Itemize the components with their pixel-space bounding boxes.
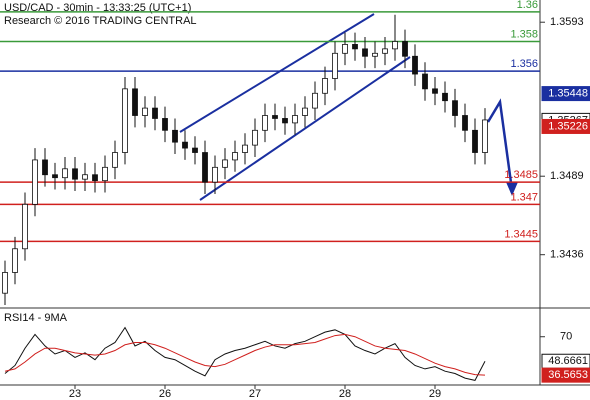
rsi-label: RSI14 - 9MA bbox=[4, 312, 68, 324]
level-label: 1.3445 bbox=[504, 228, 538, 240]
candle-body bbox=[102, 166, 108, 182]
candle-body bbox=[52, 174, 58, 179]
candle-body bbox=[352, 44, 358, 50]
x-tick-label: 29 bbox=[429, 388, 441, 400]
rsi-marker bbox=[541, 367, 590, 383]
candle-body bbox=[242, 144, 248, 153]
candle-body bbox=[222, 159, 228, 168]
forecast-arrowhead bbox=[506, 182, 518, 196]
channel-upper bbox=[179, 13, 375, 133]
candle-body bbox=[452, 100, 458, 116]
candle-body bbox=[12, 248, 18, 273]
candle-body bbox=[432, 88, 438, 94]
candle-body bbox=[312, 92, 318, 109]
candle-body bbox=[192, 147, 198, 153]
x-tick-label: 28 bbox=[339, 388, 351, 400]
candle-body bbox=[152, 107, 158, 119]
candle-body bbox=[442, 92, 448, 102]
candle-body bbox=[382, 48, 388, 54]
x-tick-label: 27 bbox=[249, 388, 261, 400]
candle-body bbox=[162, 118, 168, 131]
level-label: 1.358 bbox=[510, 28, 538, 40]
candle-body bbox=[2, 272, 8, 294]
candle-body bbox=[482, 119, 488, 153]
price-marker bbox=[541, 86, 590, 102]
candle-body bbox=[292, 115, 298, 124]
price-marker-label: 1.35226 bbox=[548, 120, 588, 132]
candle-body bbox=[402, 41, 408, 57]
rsi-line bbox=[4, 326, 486, 381]
rsi-line bbox=[4, 333, 486, 376]
candle-body bbox=[232, 152, 238, 161]
candle-body bbox=[252, 129, 258, 146]
candle-body bbox=[282, 118, 288, 124]
candle-body bbox=[372, 52, 378, 57]
candle-body bbox=[32, 159, 38, 205]
candle-body bbox=[472, 129, 478, 153]
x-tick-label: 26 bbox=[159, 388, 171, 400]
candle-body bbox=[332, 52, 338, 79]
candle-body bbox=[22, 203, 28, 250]
candle-body bbox=[122, 88, 128, 153]
candle-body bbox=[42, 159, 48, 176]
candle-body bbox=[112, 152, 118, 168]
channel-lower bbox=[199, 56, 411, 201]
y-tick-label: 1.3593 bbox=[550, 16, 584, 28]
candle-body bbox=[212, 166, 218, 183]
candle-body bbox=[62, 168, 68, 179]
forecast-arrow bbox=[486, 98, 514, 191]
level-label: 1.3485 bbox=[504, 169, 538, 181]
candle-body bbox=[322, 78, 328, 94]
level-label: 1.347 bbox=[510, 191, 538, 203]
candle-body bbox=[422, 73, 428, 90]
level-label: 1.356 bbox=[510, 58, 538, 70]
rsi-y-tick-label: 70 bbox=[560, 331, 572, 343]
candle-body bbox=[412, 55, 418, 75]
chart-title: USD/CAD - 30min - 13:33:25 (UTC+1) bbox=[4, 2, 191, 14]
price-marker-label: 1.35448 bbox=[548, 87, 588, 99]
candle-body bbox=[262, 115, 268, 131]
candle-body bbox=[342, 44, 348, 54]
candle-body bbox=[462, 115, 468, 131]
chart-subtitle: Research © 2016 TRADING CENTRAL bbox=[4, 15, 197, 27]
candle-body bbox=[302, 107, 308, 116]
candle-body bbox=[362, 48, 368, 57]
rsi-marker-label: 36.5653 bbox=[548, 369, 588, 381]
candle-body bbox=[392, 41, 398, 50]
candle-body bbox=[172, 129, 178, 143]
candle-body bbox=[92, 174, 98, 182]
price-marker bbox=[541, 118, 590, 134]
candle-body bbox=[182, 141, 188, 149]
candle-body bbox=[272, 115, 278, 119]
candle-body bbox=[82, 174, 88, 180]
candle-body bbox=[72, 168, 78, 180]
candle-body bbox=[142, 107, 148, 116]
candle-body bbox=[132, 88, 138, 116]
candle-body bbox=[202, 152, 208, 183]
rsi-marker-label: 48.6661 bbox=[548, 355, 588, 367]
y-tick-label: 1.3436 bbox=[550, 249, 584, 261]
y-tick-label: 1.3489 bbox=[550, 170, 584, 182]
x-tick-label: 23 bbox=[69, 388, 81, 400]
level-label: 1.36 bbox=[517, 0, 538, 11]
